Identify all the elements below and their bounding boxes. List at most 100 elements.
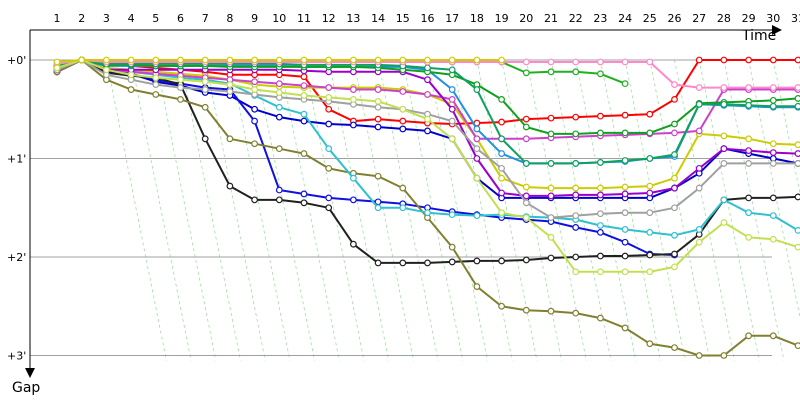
series-0-point-25 xyxy=(671,95,678,103)
series-5-point-28 xyxy=(745,135,752,143)
series-3-point-15 xyxy=(424,259,431,267)
series-7-point-9 xyxy=(275,80,283,88)
x-tick-label-14: 15 xyxy=(396,12,410,25)
series-5-point-22 xyxy=(597,184,604,192)
series-4-point-24 xyxy=(646,340,654,348)
x-tick-label-11: 12 xyxy=(322,12,336,25)
series-3-point-20 xyxy=(547,254,555,262)
series-8-point-18 xyxy=(498,189,506,197)
series-4-point-21 xyxy=(572,309,580,317)
series-0-point-10 xyxy=(300,73,308,81)
series-7-point-19 xyxy=(522,135,530,143)
series-5-point-25 xyxy=(671,174,678,182)
series-1-point-8 xyxy=(251,105,259,113)
series-3-point-29 xyxy=(769,194,777,202)
series-15-point-16 xyxy=(448,135,456,143)
series-13-point-26 xyxy=(695,84,703,91)
series-14-point-25 xyxy=(671,204,678,212)
series-14-point-7 xyxy=(226,88,234,95)
series-6-point-30 xyxy=(794,227,800,234)
series-4-point-5 xyxy=(177,95,184,103)
series-16-point-1 xyxy=(78,56,86,64)
series-14-point-17 xyxy=(473,145,481,153)
x-tick-label-2: 3 xyxy=(103,12,110,25)
series-2-point-11 xyxy=(325,194,333,202)
series-9-point-16 xyxy=(448,86,456,93)
series-4-point-14 xyxy=(399,184,407,192)
series-6-point-14 xyxy=(399,204,407,212)
series-5-point-30 xyxy=(794,141,800,149)
series-4-point-20 xyxy=(547,307,555,315)
series-3-point-24 xyxy=(646,251,654,259)
series-16-point-16 xyxy=(448,56,456,64)
series-8-point-16 xyxy=(448,105,456,113)
series-16-point-3 xyxy=(127,56,135,64)
series-8-point-28 xyxy=(745,147,752,155)
series-3 xyxy=(53,56,800,267)
series-0-point-13 xyxy=(374,115,382,123)
series-15-point-3 xyxy=(127,71,135,79)
series-layer xyxy=(53,56,800,359)
series-11-point-18 xyxy=(498,95,506,103)
series-15-point-9 xyxy=(275,89,283,96)
series-13-point-25 xyxy=(671,81,678,89)
series-16-point-0 xyxy=(53,58,61,66)
chart-axes xyxy=(25,25,782,378)
series-15-point-7 xyxy=(226,81,234,89)
series-15-point-29 xyxy=(769,235,777,243)
series-3-point-13 xyxy=(374,259,382,267)
series-6-point-29 xyxy=(769,212,777,220)
series-3-point-22 xyxy=(597,252,604,260)
series-4-point-27 xyxy=(720,352,728,359)
series-12-point-20 xyxy=(547,160,555,167)
series-13-point-19 xyxy=(522,58,530,66)
x-tick-label-19: 20 xyxy=(519,12,533,25)
series-6-point-26 xyxy=(695,226,703,233)
x-tick-label-9: 10 xyxy=(272,12,286,25)
series-16-point-7 xyxy=(226,56,234,64)
series-14-point-19 xyxy=(522,199,530,207)
series-14-point-22 xyxy=(597,210,604,218)
series-5-point-20 xyxy=(547,184,555,192)
series-4-point-17 xyxy=(473,283,481,290)
series-4-point-10 xyxy=(300,150,308,157)
series-5-point-23 xyxy=(621,183,629,191)
series-4-point-30 xyxy=(794,342,800,350)
series-6-point-28 xyxy=(745,209,752,217)
series-13-point-22 xyxy=(597,58,604,66)
series-14-point-26 xyxy=(695,184,703,192)
series-12-point-21 xyxy=(572,160,580,167)
series-0-point-21 xyxy=(572,113,580,121)
x-tick-label-4: 5 xyxy=(152,12,159,25)
series-8-point-15 xyxy=(424,76,431,84)
series-1-point-12 xyxy=(350,121,357,129)
series-7-point-13 xyxy=(374,86,382,93)
series-13-point-24 xyxy=(646,58,654,66)
x-axis-title: Time xyxy=(741,28,776,44)
guide-line-2 xyxy=(106,59,167,361)
x-tick-label-21: 22 xyxy=(569,12,583,25)
series-16-point-12 xyxy=(350,56,357,64)
series-7-point-8 xyxy=(251,78,259,86)
series-6-point-23 xyxy=(621,226,629,233)
series-12-point-18 xyxy=(498,135,506,143)
x-tick-label-0: 1 xyxy=(54,12,61,25)
series-15-point-15 xyxy=(424,115,431,123)
series-3-point-11 xyxy=(325,204,333,212)
series-13-point-27 xyxy=(720,84,728,91)
x-tick-label-25: 26 xyxy=(668,12,682,25)
series-2-point-9 xyxy=(275,186,283,194)
series-15-point-26 xyxy=(695,238,703,246)
series-4-point-16 xyxy=(448,243,456,251)
y-tick-label-1: +1' xyxy=(7,153,26,166)
series-15-point-12 xyxy=(350,95,357,103)
x-tick-label-8: 9 xyxy=(251,12,258,25)
x-tick-label-16: 17 xyxy=(445,12,459,25)
series-7-point-11 xyxy=(325,84,333,91)
series-4 xyxy=(53,56,800,359)
series-8-point-25 xyxy=(671,184,678,192)
series-15-point-6 xyxy=(201,78,209,86)
y-axis-arrow xyxy=(25,368,35,378)
series-12-point-16 xyxy=(448,66,456,74)
